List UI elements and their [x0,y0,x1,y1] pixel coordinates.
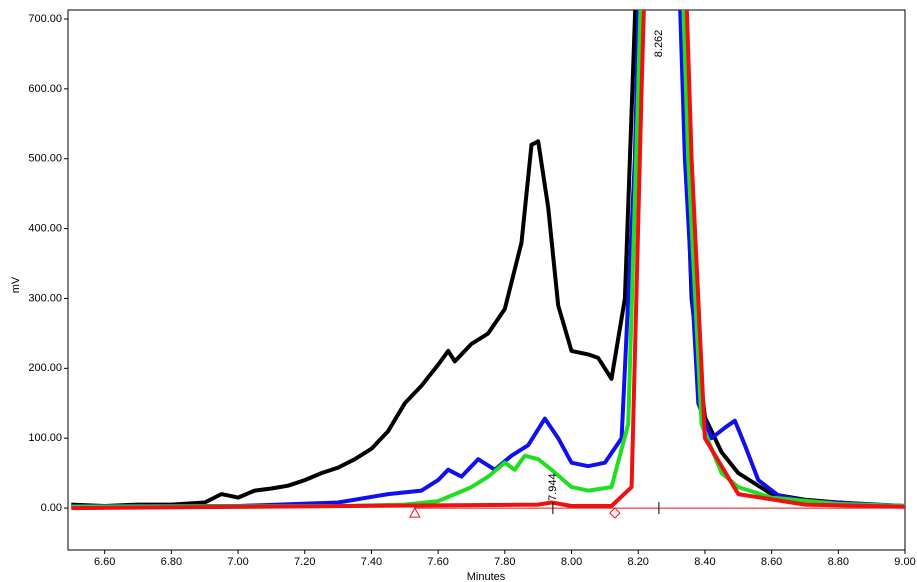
plot-frame [67,9,906,551]
series-line [71,10,905,508]
x-tick-label: 6.60 [94,556,115,568]
plot-area [71,10,905,515]
y-tick-label: 300.00 [28,292,62,304]
series-line [71,10,905,509]
x-tick-label: 8.60 [761,556,782,568]
x-tick-label: 8.40 [694,556,715,568]
series-line [71,10,905,508]
x-axis-label: Minutes [467,571,506,582]
y-tick-label: 400.00 [28,223,62,235]
x-tick-label: 7.60 [427,556,448,568]
y-tick-label: 0.00 [41,502,62,514]
x-tick-label: 8.80 [828,556,849,568]
peak-marker [408,507,421,518]
y-tick-label: 600.00 [28,83,62,95]
x-tick-label: 9.00 [894,556,915,568]
x-tick-label: 7.40 [361,556,382,568]
x-tick-label: 8.20 [628,556,649,568]
annotation: 7.944 [547,473,559,501]
y-axis-label: mV [10,276,22,293]
x-tick-label: 6.80 [161,556,182,568]
series-line [71,10,905,511]
x-tick-label: 7.00 [227,556,248,568]
y-tick-label: 200.00 [28,362,62,374]
y-tick-label: 700.00 [28,13,62,25]
y-tick-label: 500.00 [28,153,62,165]
x-tick-label: 8.00 [561,556,582,568]
annotation: 8.262 [653,30,665,58]
x-tick-label: 7.80 [494,556,515,568]
y-tick-label: 100.00 [28,432,62,444]
x-tick-label: 7.20 [294,556,315,568]
peak-marker [609,507,621,519]
